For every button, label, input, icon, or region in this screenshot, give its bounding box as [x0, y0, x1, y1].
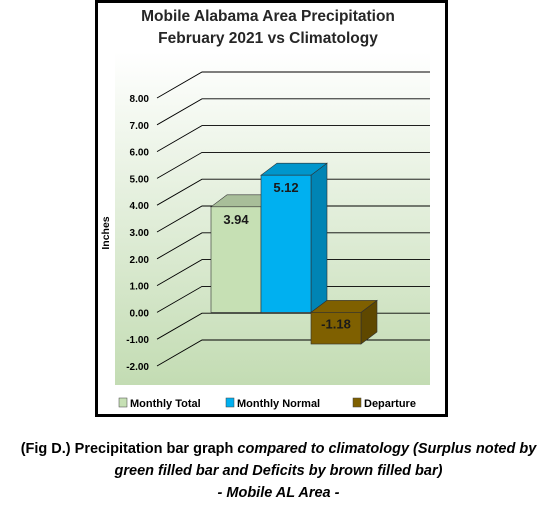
y-tick-label: 1.00 — [130, 282, 150, 293]
gridline — [156, 259, 430, 286]
chart-subtitle: February 2021 vs Climatology — [158, 30, 378, 47]
bar-front — [310, 312, 362, 345]
data-label: 5.12 — [273, 180, 298, 195]
caption-line-3: - Mobile AL Area - — [217, 485, 340, 501]
y-tick-label: 2.00 — [130, 255, 150, 266]
gridline — [156, 205, 430, 233]
gridline — [156, 151, 430, 179]
data-label: -1.18 — [321, 316, 351, 331]
y-tick-label: 8.00 — [130, 94, 150, 105]
bar-front — [210, 206, 262, 313]
y-tick-label: -2.00 — [126, 362, 149, 373]
gridline — [156, 125, 430, 152]
bar-departure — [310, 299, 378, 345]
gridline — [156, 98, 430, 126]
caption-line-1-italic: compared to climatology (Surplus noted b… — [237, 441, 537, 457]
y-axis-label: Inches — [100, 216, 112, 249]
caption-line-1: (Fig D.) Precipitation bar graph compare… — [0, 438, 557, 460]
y-tick-label: 3.00 — [130, 228, 150, 239]
y-tick-label: 0.00 — [130, 308, 150, 319]
bar-front — [260, 174, 312, 313]
legend-item: Monthly Total — [118, 397, 201, 410]
legend-label: Monthly Total — [130, 398, 201, 410]
gridline — [156, 178, 430, 206]
precipitation-chart: Mobile Alabama Area Precipitation Februa… — [100, 8, 430, 410]
legend-item: Monthly Normal — [225, 397, 320, 410]
caption-line-1-normal: (Fig D.) Precipitation bar graph — [20, 441, 238, 457]
legend-label: Monthly Normal — [237, 398, 320, 410]
legend-label: Departure — [364, 398, 416, 410]
legend-swatch — [118, 397, 128, 408]
y-tick-label: 5.00 — [130, 174, 150, 185]
y-tick-label: 7.00 — [130, 121, 150, 132]
caption-line-2: green filled bar and Deficits by brown f… — [114, 463, 443, 479]
figure-caption: (Fig D.) Precipitation bar graph compare… — [0, 438, 557, 504]
chart-title: Mobile Alabama Area Precipitation — [141, 8, 395, 25]
y-tick-label: 6.00 — [130, 148, 150, 159]
legend: Monthly Total Monthly Normal Departure — [118, 397, 416, 410]
y-tick-label: 4.00 — [130, 201, 150, 212]
legend-swatch — [225, 397, 235, 408]
y-tick-label: -1.00 — [126, 335, 149, 346]
data-label: 3.94 — [223, 212, 249, 227]
gridline — [156, 71, 430, 99]
data-labels: 3.94 5.12 -1.18 — [223, 180, 350, 331]
grid-lines — [156, 71, 430, 367]
bar-side — [310, 162, 328, 313]
gridline — [156, 285, 430, 313]
legend-swatch — [352, 397, 362, 408]
legend-item: Departure — [352, 397, 416, 410]
y-axis-ticks: 8.00 7.00 6.00 5.00 4.00 3.00 2.00 1.00 0.00 -1.0… — [126, 94, 149, 373]
bars — [210, 162, 378, 345]
bar-monthly-normal — [260, 162, 328, 313]
gridline — [156, 232, 430, 260]
